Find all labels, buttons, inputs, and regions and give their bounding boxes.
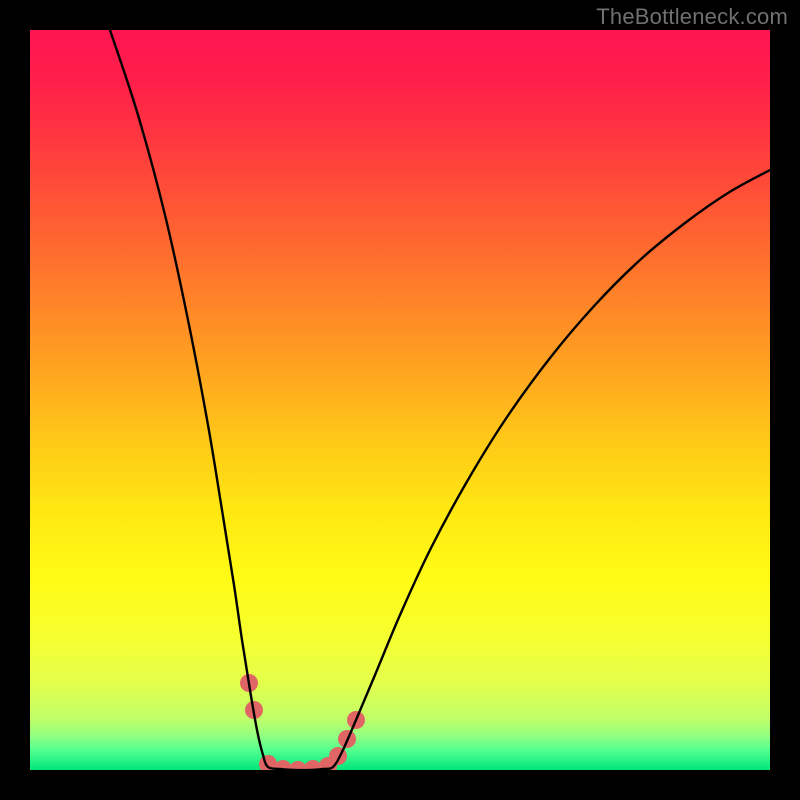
plot-area — [30, 30, 770, 770]
gradient-background — [30, 30, 770, 770]
watermark-text: TheBottleneck.com — [596, 4, 788, 30]
chart-frame: TheBottleneck.com — [0, 0, 800, 800]
